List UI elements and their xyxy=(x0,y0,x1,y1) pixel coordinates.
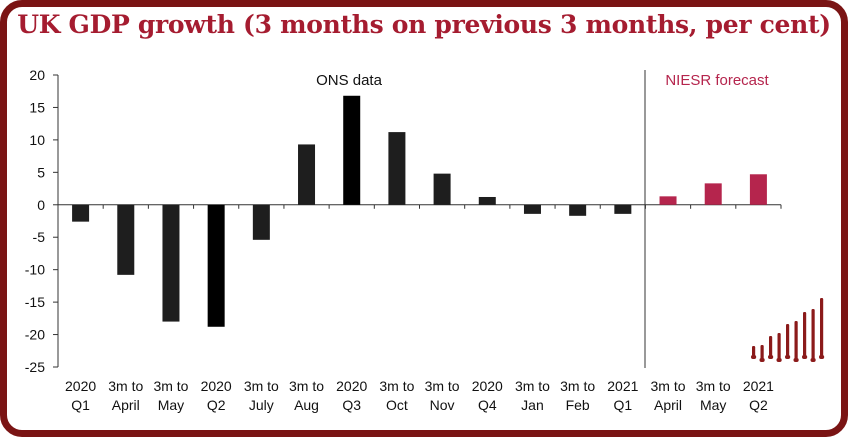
bar xyxy=(614,204,632,214)
y-tick-label: -5 xyxy=(33,229,46,245)
y-tick-label: 15 xyxy=(29,99,45,115)
chart-title: UK GDP growth (3 months on previous 3 mo… xyxy=(17,10,831,39)
y-tick-label: 10 xyxy=(29,132,45,148)
bar xyxy=(569,204,587,216)
logo-bar xyxy=(794,321,798,359)
x-tick-label: 2021 xyxy=(607,378,638,394)
x-tick-label: 3m to xyxy=(651,378,686,394)
logo-bar xyxy=(803,312,807,356)
x-tick-label: July xyxy=(249,397,274,413)
annotation-niesr: NIESR forecast xyxy=(665,72,769,89)
bar xyxy=(298,144,316,205)
x-tick-label: 3m to xyxy=(425,378,460,394)
y-tick-label: 0 xyxy=(37,197,45,213)
bar xyxy=(659,196,677,205)
logo-bar xyxy=(820,298,824,356)
bar xyxy=(72,204,90,222)
bar xyxy=(704,183,722,205)
logo-bar-foot xyxy=(759,358,765,362)
logo-bar xyxy=(786,324,790,356)
bars xyxy=(72,95,767,327)
x-tick-label: Q1 xyxy=(614,397,633,413)
x-tick-label: Feb xyxy=(566,397,590,413)
x-tick-label: 3m to xyxy=(696,378,731,394)
x-tick-label: May xyxy=(700,397,726,413)
logo-bar xyxy=(811,309,815,359)
x-tick-label: Q2 xyxy=(207,397,226,413)
y-tick-label: -15 xyxy=(25,294,45,310)
logo-bar xyxy=(769,336,773,356)
x-tick-label: 2020 xyxy=(65,378,96,394)
x-tick-label: 3m to xyxy=(515,378,550,394)
x-tick-label: Q3 xyxy=(342,397,361,413)
annotation-ons: ONS data xyxy=(316,72,383,89)
x-tick-label: April xyxy=(112,397,140,413)
logo-bar-foot xyxy=(802,355,808,359)
y-tick-label: 5 xyxy=(37,164,45,180)
x-tick-label: Q4 xyxy=(478,397,497,413)
x-tick-label: Nov xyxy=(430,397,455,413)
logo-bar xyxy=(760,345,764,359)
bar xyxy=(207,204,225,327)
x-tick-label: Aug xyxy=(294,397,319,413)
x-tick-label: 3m to xyxy=(108,378,143,394)
x-tick-label: 3m to xyxy=(289,378,324,394)
logo-bar-foot xyxy=(810,358,816,362)
x-tick-label: 2020 xyxy=(201,378,232,394)
bar xyxy=(523,204,541,214)
logo-bar xyxy=(777,333,781,359)
bar xyxy=(343,95,361,205)
logo-bar-foot xyxy=(793,358,799,362)
bar xyxy=(749,174,767,205)
x-tick-label: 2020 xyxy=(336,378,367,394)
y-tick-label: 20 xyxy=(29,67,45,83)
bar xyxy=(478,196,496,205)
x-tick-label: May xyxy=(158,397,184,413)
bar xyxy=(162,204,180,322)
bar xyxy=(252,204,270,240)
niesr-bars-logo xyxy=(751,298,825,362)
bar xyxy=(117,204,135,275)
logo-bar-foot xyxy=(751,355,757,359)
x-tick-label: 3m to xyxy=(244,378,279,394)
y-tick-label: -20 xyxy=(25,327,45,343)
y-tick-label: -25 xyxy=(25,359,45,375)
bar xyxy=(433,173,451,205)
x-tick-label: 3m to xyxy=(560,378,595,394)
x-tick-label: Q2 xyxy=(749,397,768,413)
x-tick-label: 3m to xyxy=(379,378,414,394)
x-tick-label: Q1 xyxy=(71,397,90,413)
logo-bar xyxy=(752,346,756,356)
x-tick-label: Jan xyxy=(521,397,544,413)
logo-bar-foot xyxy=(768,355,774,359)
x-tick-label: 2020 xyxy=(472,378,503,394)
logo-bar-foot xyxy=(819,355,825,359)
x-tick-label: April xyxy=(654,397,682,413)
logo-bar-foot xyxy=(776,358,782,362)
y-axis: 20 15 10 5 0 -5 -10 -15 -20 -25 xyxy=(25,67,782,375)
y-tick-label: -10 xyxy=(25,262,45,278)
logo-bar-foot xyxy=(785,355,791,359)
bar xyxy=(388,132,406,205)
x-axis-labels: 2020 Q1 3m to April 3m to May 2020 Q2 3m to July 3… xyxy=(65,378,774,413)
x-tick-label: 3m to xyxy=(153,378,188,394)
x-tick-label: 2021 xyxy=(743,378,774,394)
x-tick-label: Oct xyxy=(386,397,408,413)
